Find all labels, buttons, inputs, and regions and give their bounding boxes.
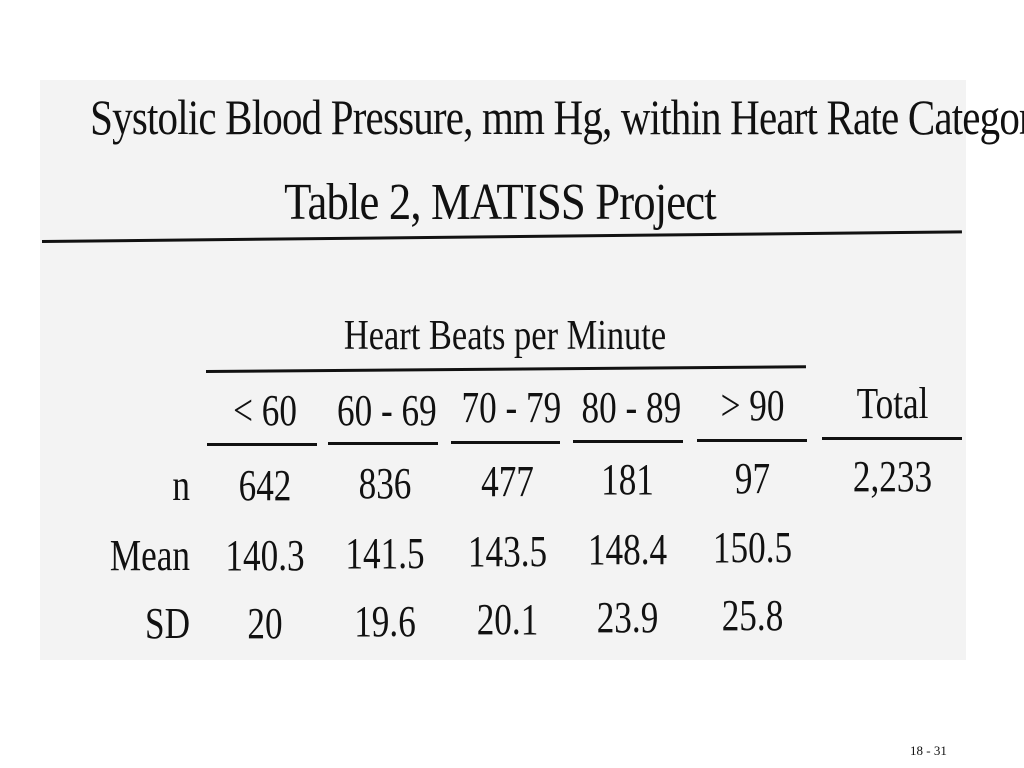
table-cell: 141.5 bbox=[345, 529, 425, 578]
table-cell: 97 bbox=[734, 454, 771, 503]
column-rule bbox=[451, 441, 560, 444]
table-cell: 150.5 bbox=[712, 523, 793, 572]
column-rule bbox=[207, 443, 317, 446]
column-header: < 60 bbox=[233, 386, 297, 435]
row-label-sd: SD bbox=[145, 599, 190, 648]
table-cell: 20.1 bbox=[476, 595, 539, 644]
column-header: > 90 bbox=[720, 381, 785, 430]
table-cell: 477 bbox=[481, 457, 534, 506]
table-cell-total: 2,233 bbox=[852, 452, 933, 501]
row-label-mean: Mean bbox=[109, 531, 190, 580]
column-rule bbox=[697, 439, 807, 442]
slide-number: 18 - 31 bbox=[910, 743, 947, 758]
table-cell: 181 bbox=[601, 455, 654, 504]
table-cell: 642 bbox=[238, 461, 292, 510]
column-header-total: Total bbox=[856, 379, 929, 428]
column-header: 70 - 79 bbox=[461, 383, 562, 432]
row-label-n: n bbox=[172, 461, 190, 510]
column-header: 80 - 89 bbox=[581, 383, 682, 432]
table-cell: 23.9 bbox=[596, 593, 659, 642]
table-cell: 19.6 bbox=[354, 597, 416, 646]
column-group-header: Heart Beats per Minute bbox=[343, 313, 667, 359]
column-rule bbox=[328, 442, 438, 445]
title-line-1: Systolic Blood Pressure, mm Hg, within H… bbox=[90, 89, 1024, 145]
table-cell: 25.8 bbox=[721, 591, 784, 640]
table-cell: 836 bbox=[358, 459, 412, 508]
table-cell: 20 bbox=[247, 599, 283, 648]
column-rule-total bbox=[822, 437, 962, 440]
table-cell: 148.4 bbox=[587, 525, 668, 574]
column-header: 60 - 69 bbox=[337, 386, 437, 435]
column-rule bbox=[573, 440, 683, 443]
title-line-2: Table 2, MATISS Project bbox=[284, 174, 717, 231]
table-cell: 140.3 bbox=[225, 531, 305, 580]
table-cell: 143.5 bbox=[467, 527, 548, 576]
